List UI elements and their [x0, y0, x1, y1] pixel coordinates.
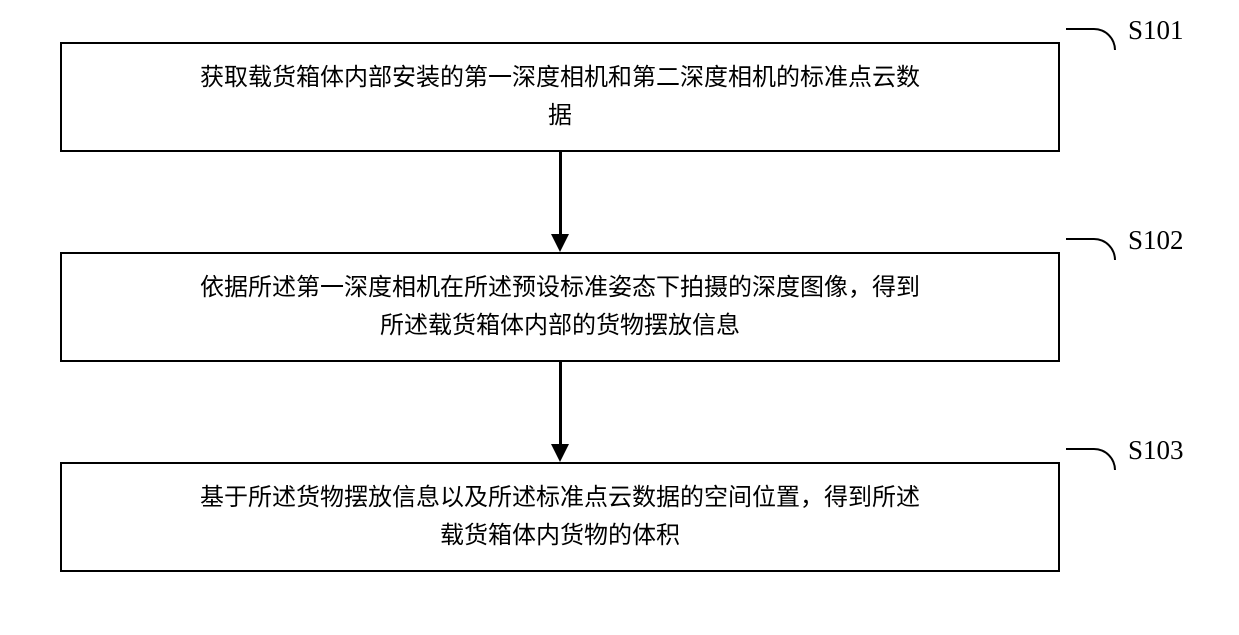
flow-step-text: 获取载货箱体内部安装的第一深度相机和第二深度相机的标准点云数 据	[200, 59, 920, 136]
flow-step-text: 基于所述货物摆放信息以及所述标准点云数据的空间位置，得到所述 载货箱体内货物的体…	[200, 479, 920, 556]
flow-step-s103: 基于所述货物摆放信息以及所述标准点云数据的空间位置，得到所述 载货箱体内货物的体…	[60, 462, 1060, 572]
label-connector	[1066, 238, 1116, 260]
flow-arrow-head	[551, 444, 569, 462]
flow-step-label-s103: S103	[1128, 435, 1184, 466]
flow-step-s102: 依据所述第一深度相机在所述预设标准姿态下拍摄的深度图像，得到 所述载货箱体内部的…	[60, 252, 1060, 362]
flow-arrow-head	[551, 234, 569, 252]
flow-step-label-s102: S102	[1128, 225, 1184, 256]
flow-step-text: 依据所述第一深度相机在所述预设标准姿态下拍摄的深度图像，得到 所述载货箱体内部的…	[200, 269, 920, 346]
flow-arrow-line	[559, 152, 562, 236]
label-connector	[1066, 28, 1116, 50]
label-connector	[1066, 448, 1116, 470]
flow-step-s101: 获取载货箱体内部安装的第一深度相机和第二深度相机的标准点云数 据	[60, 42, 1060, 152]
flow-arrow-line	[559, 362, 562, 446]
flow-step-label-s101: S101	[1128, 15, 1184, 46]
